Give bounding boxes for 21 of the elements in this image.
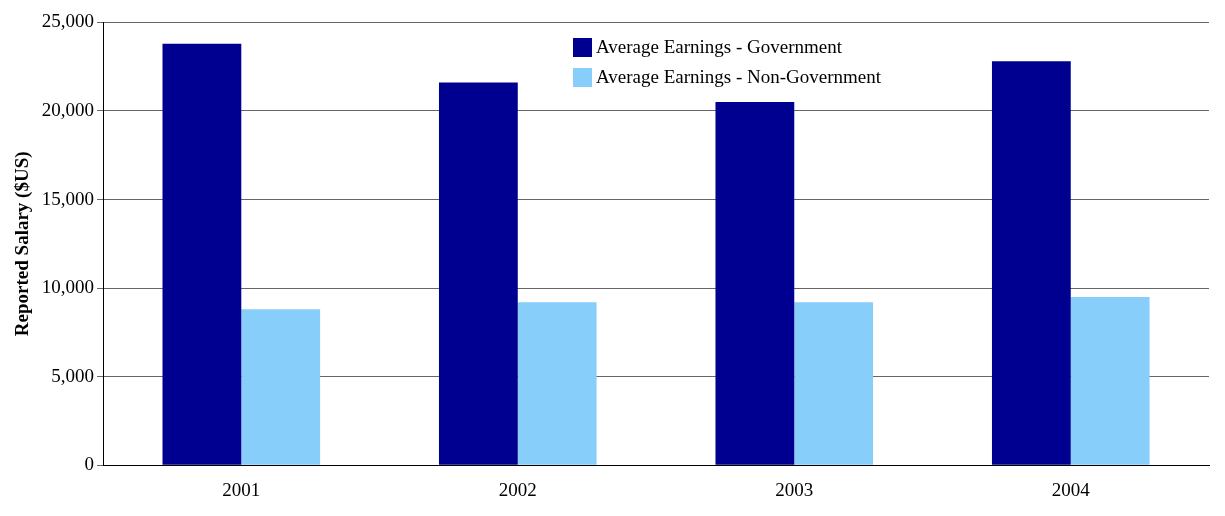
bar <box>794 302 874 465</box>
y-tick-label: 5,000 <box>51 364 95 386</box>
legend-label: Average Earnings - Government <box>596 35 843 59</box>
legend-label: Average Earnings - Non-Government <box>596 65 882 89</box>
bar <box>715 102 795 465</box>
y-tick-label: 10,000 <box>41 276 95 298</box>
x-tick-label: 2001 <box>222 478 261 500</box>
bar <box>1070 296 1150 465</box>
y-axis-title: Reported Salary ($US) <box>11 151 34 337</box>
y-tick-label: 25,000 <box>41 10 95 32</box>
x-tick-label: 2003 <box>775 478 814 500</box>
y-tick-label: 20,000 <box>41 98 95 120</box>
bar <box>162 43 242 465</box>
bar <box>517 302 597 465</box>
bar <box>438 82 518 465</box>
x-tick-label: 2004 <box>1051 478 1091 500</box>
y-tick-label: 0 <box>84 453 95 475</box>
bar <box>991 61 1071 465</box>
x-tick-label: 2002 <box>498 478 537 500</box>
y-tick-label: 15,000 <box>41 187 95 209</box>
bar <box>241 309 321 465</box>
